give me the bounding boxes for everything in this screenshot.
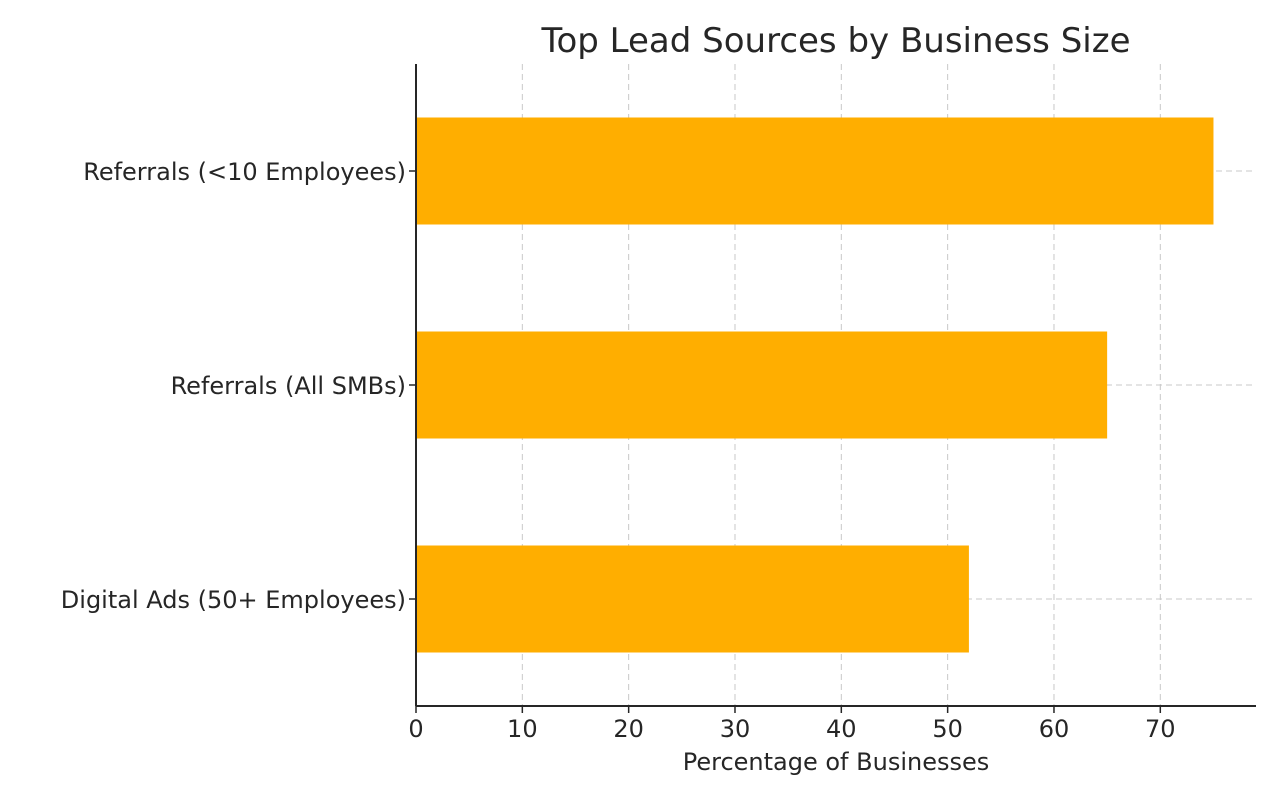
- x-tick-label: 40: [826, 715, 857, 743]
- bar: [416, 117, 1214, 225]
- x-tick-label: 20: [613, 715, 644, 743]
- bar: [416, 545, 969, 653]
- bar-layer: [416, 117, 1214, 653]
- bar: [416, 331, 1108, 439]
- x-tick-label: 10: [507, 715, 538, 743]
- x-tick-label: 0: [408, 715, 423, 743]
- label-layer: 0 10 20 30 40 50 60 70 Referrals (<10 Employees)…: [61, 158, 1176, 743]
- y-tick-label: Referrals (All SMBs): [171, 372, 406, 400]
- x-tick-label: 70: [1145, 715, 1176, 743]
- x-tick-label: 60: [1039, 715, 1070, 743]
- x-axis-label: Percentage of Businesses: [683, 748, 990, 776]
- y-tick-label: Referrals (<10 Employees): [83, 158, 406, 186]
- axis-layer: [409, 64, 1256, 713]
- x-tick-label: 50: [932, 715, 963, 743]
- chart-title: Top Lead Sources by Business Size: [540, 21, 1130, 61]
- x-tick-label: 30: [720, 715, 751, 743]
- y-tick-label: Digital Ads (50+ Employees): [61, 586, 406, 614]
